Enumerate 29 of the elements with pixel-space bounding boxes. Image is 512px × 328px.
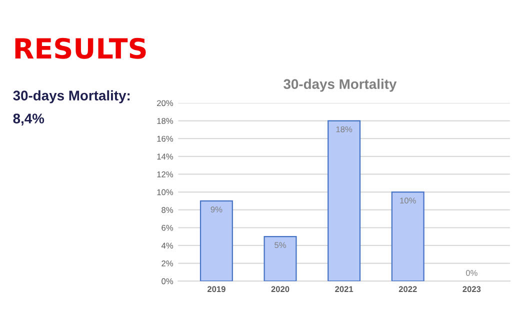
chart-title: 30-days Mortality [284, 78, 397, 92]
data-label: 5% [274, 242, 286, 248]
bar [328, 120, 361, 282]
text: 30-days Mortality: [13, 90, 130, 104]
x-tick-label: 2023 [462, 286, 481, 292]
y-tick-label: 12% [157, 171, 174, 178]
x-tick-label: 2021 [335, 286, 354, 292]
y-tick-label: 10% [157, 189, 174, 196]
text: 8,4% [13, 114, 44, 126]
y-tick-label: 18% [157, 118, 174, 124]
y-tick-label: 14% [157, 154, 174, 160]
y-tick-label: 4% [161, 242, 174, 249]
x-tick-label: 2022 [398, 286, 417, 292]
bar [391, 191, 424, 282]
y-tick-label: 6% [162, 224, 174, 231]
data-label: 0% [466, 270, 478, 276]
y-tick-label: 2% [162, 260, 174, 266]
data-label: 9% [210, 206, 222, 212]
data-label: 10% [400, 198, 416, 204]
data-label: 18% [336, 126, 352, 132]
text: RESULTS [15, 38, 146, 59]
bar [264, 236, 297, 282]
y-tick-label: 8% [162, 207, 174, 213]
x-tick-label: 2019 [207, 286, 226, 292]
y-tick-label: 0% [162, 278, 174, 284]
x-tick-label: 2020 [271, 286, 290, 292]
bar [200, 200, 233, 282]
y-tick-label: 20% [157, 100, 174, 106]
y-tick-label: 16% [157, 136, 174, 142]
